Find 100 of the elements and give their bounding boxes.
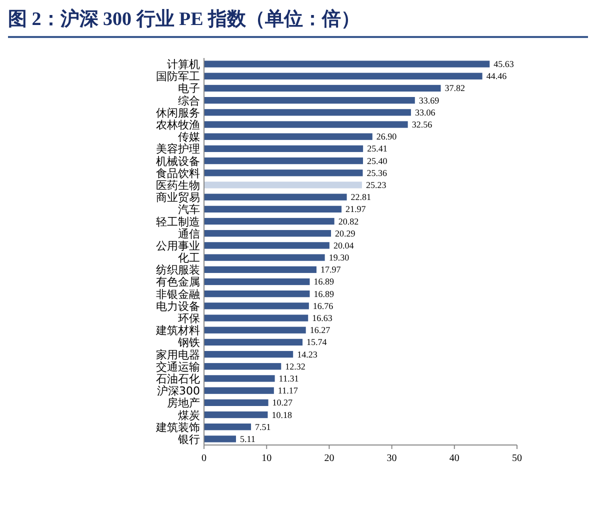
- bar: [204, 72, 482, 80]
- bar: [204, 350, 294, 358]
- bar: [204, 194, 347, 200]
- data-label: 22.81: [350, 192, 372, 202]
- x-tick-label: 30: [386, 453, 397, 464]
- data-label: 19.30: [328, 252, 350, 263]
- y-tick-label: 有色金属: [156, 276, 200, 289]
- y-tick-label: 国防军工: [156, 70, 200, 84]
- chart-title: 图 2：沪深 300 行业 PE 指数（单位：倍）: [8, 6, 588, 38]
- x-tick-label: 50: [512, 453, 522, 464]
- bar: [204, 109, 411, 116]
- y-tick-label: 建筑材料: [155, 324, 200, 338]
- data-label: 44.46: [486, 71, 508, 82]
- y-tick-label: 家用电器: [156, 348, 200, 362]
- bar: [204, 375, 275, 382]
- data-label: 14.23: [297, 349, 318, 360]
- y-tick-label: 医药生物: [156, 178, 200, 192]
- data-label: 33.69: [418, 95, 440, 106]
- x-tick-label: 10: [262, 453, 272, 464]
- data-label: 17.97: [320, 264, 342, 275]
- data-label: 12.32: [285, 361, 306, 372]
- y-tick-label: 电子: [178, 82, 200, 96]
- data-label: 37.82: [444, 83, 466, 94]
- y-tick-label: 电力设备: [156, 300, 200, 313]
- data-label: 25.23: [366, 180, 387, 190]
- bar: [204, 411, 268, 418]
- data-label: 25.41: [367, 144, 388, 154]
- y-tick-label: 石油石化: [156, 372, 200, 386]
- y-tick-label: 交通运输: [156, 360, 200, 374]
- bar: [204, 218, 334, 225]
- data-label: 11.31: [278, 373, 299, 384]
- bar: [204, 60, 490, 68]
- y-tick-label: 房地产: [167, 396, 200, 410]
- data-label: 26.90: [376, 132, 398, 142]
- bar: [204, 399, 268, 406]
- bar: [204, 314, 308, 322]
- y-tick-label: 休闲服务: [156, 106, 200, 120]
- y-tick-label: 银行: [177, 432, 200, 446]
- data-label: 25.36: [366, 168, 388, 178]
- data-label: 5.11: [240, 434, 256, 444]
- bar: [204, 230, 332, 237]
- data-label: 33.06: [414, 107, 436, 118]
- data-label: 20.82: [338, 216, 359, 226]
- data-label: 45.63: [494, 59, 514, 70]
- data-label: 10.18: [272, 410, 292, 420]
- x-tick-label: 20: [324, 453, 334, 464]
- bar: [204, 182, 362, 188]
- bar: [204, 278, 310, 286]
- y-tick-label: 计算机: [167, 58, 200, 72]
- bar: [204, 121, 408, 128]
- bar: [204, 290, 310, 298]
- data-label: 16.76: [312, 300, 334, 311]
- data-label: 16.63: [312, 313, 333, 324]
- data-label: 16.27: [310, 325, 331, 336]
- y-tick-label: 钢铁: [177, 336, 200, 350]
- data-label: 10.27: [272, 398, 294, 408]
- data-label: 15.74: [306, 337, 328, 348]
- bar: [204, 206, 342, 212]
- y-tick-label: 环保: [178, 312, 200, 326]
- y-tick-label: 煤炭: [178, 408, 200, 422]
- y-tick-label: 综合: [178, 94, 200, 108]
- bar: [204, 302, 309, 310]
- data-label: 16.89: [314, 288, 334, 299]
- y-tick-label: 商业贸易: [156, 191, 200, 204]
- bar: [204, 266, 316, 273]
- data-label: 16.89: [314, 276, 334, 287]
- data-label: 25.40: [367, 156, 388, 166]
- data-label: 21.97: [346, 204, 366, 214]
- bar: [204, 145, 364, 152]
- y-tick-label: 建筑装饰: [155, 420, 200, 434]
- bar: [204, 157, 364, 164]
- bar: [204, 363, 282, 370]
- bar: [204, 254, 325, 261]
- y-tick-label: 汽车: [178, 203, 200, 216]
- y-tick-label: 非银金融: [156, 288, 200, 301]
- bar: [204, 242, 330, 249]
- x-tick-label: 0: [202, 453, 206, 464]
- y-tick-label: 食品饮料: [156, 166, 200, 180]
- y-tick-label: 机械设备: [156, 154, 200, 168]
- bar: [204, 133, 372, 140]
- y-tick-label: 美容护理: [156, 142, 200, 156]
- x-tick-label: 40: [449, 453, 460, 464]
- y-tick-label: 轻工制造: [156, 215, 200, 228]
- y-tick-label: 农林牧渔: [156, 118, 200, 132]
- y-tick-label: 化工: [178, 252, 200, 265]
- data-label: 7.51: [255, 422, 271, 432]
- data-label: 32.56: [412, 120, 433, 130]
- bar: [204, 338, 303, 346]
- bar: [204, 170, 363, 176]
- y-tick-label: 公用事业: [156, 239, 200, 252]
- bar: [204, 326, 306, 334]
- y-tick-label: 通信: [178, 227, 200, 240]
- y-tick-label: 纺织服装: [156, 264, 200, 277]
- bar: [204, 84, 441, 92]
- data-label: 20.29: [335, 228, 356, 238]
- data-label: 11.17: [278, 386, 298, 396]
- bar: [204, 436, 236, 442]
- bar: [204, 387, 274, 394]
- y-tick-label: 传媒: [178, 130, 200, 144]
- bar: [204, 97, 415, 104]
